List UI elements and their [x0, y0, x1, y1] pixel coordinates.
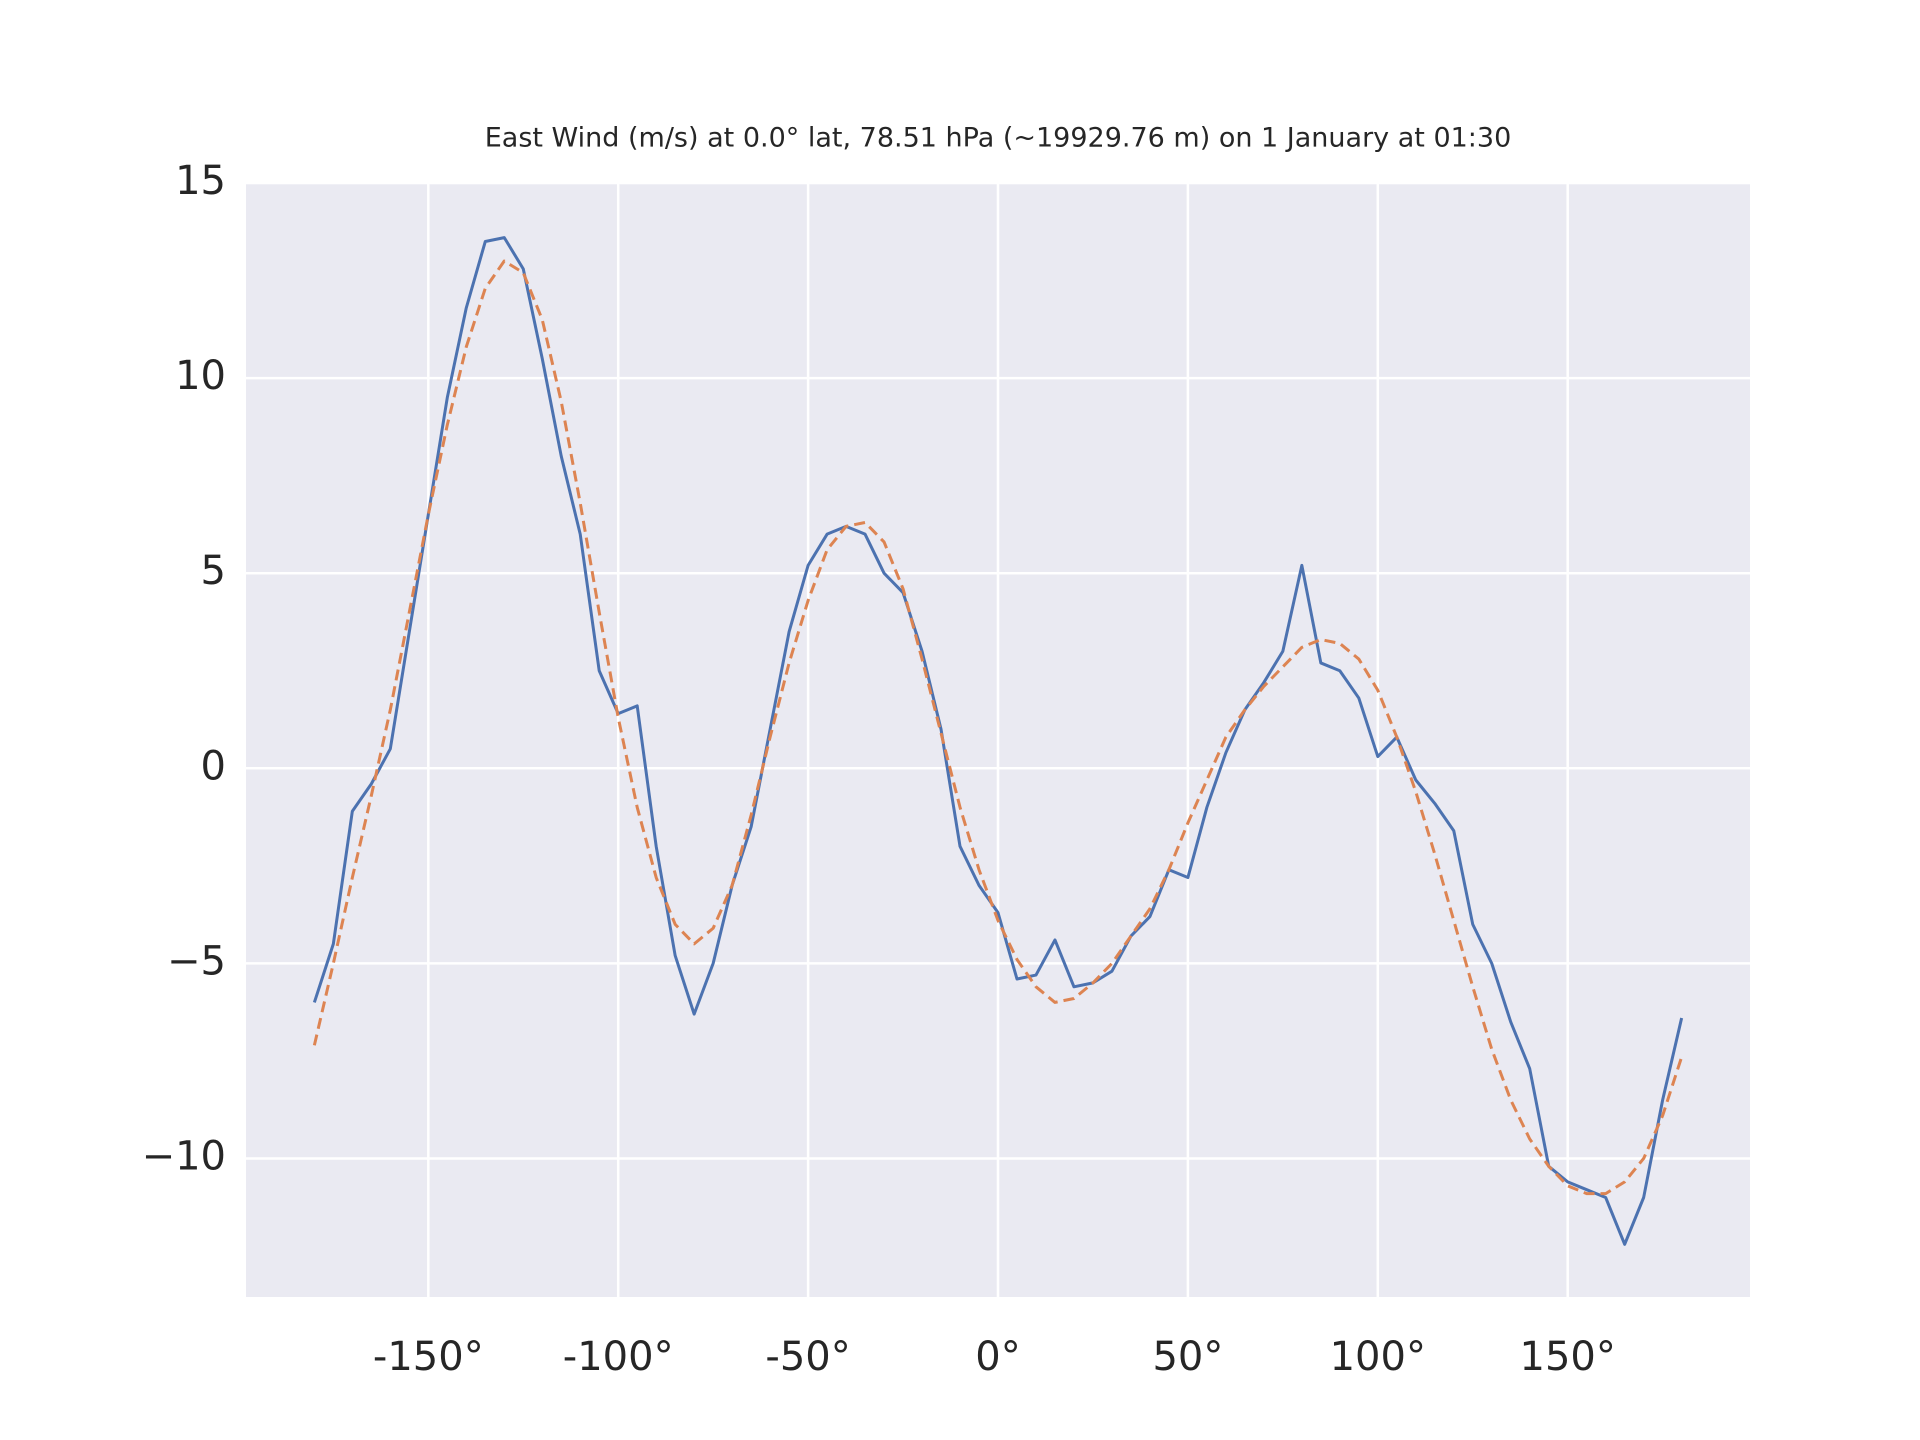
series-line	[312, 259, 1684, 1196]
x-tick-label: 0°	[975, 1334, 1020, 1380]
y-tick-label: 0	[201, 743, 226, 789]
series-line	[312, 236, 1684, 1246]
y-tick-label: −5	[167, 938, 226, 984]
y-tick-label: 15	[175, 158, 226, 204]
y-tick-label: 5	[201, 548, 226, 594]
x-tick-label: -100°	[563, 1334, 674, 1380]
x-tick-label: -150°	[373, 1334, 484, 1380]
x-tick-label: 50°	[1152, 1334, 1223, 1380]
x-tick-label: 150°	[1520, 1334, 1616, 1380]
y-tick-label: 10	[175, 353, 226, 399]
y-tick-label: −10	[142, 1133, 226, 1179]
chart-title: East Wind (m/s) at 0.0° lat, 78.51 hPa (…	[485, 123, 1512, 154]
x-tick-label: 100°	[1330, 1334, 1426, 1380]
x-tick-label: -50°	[765, 1334, 850, 1380]
